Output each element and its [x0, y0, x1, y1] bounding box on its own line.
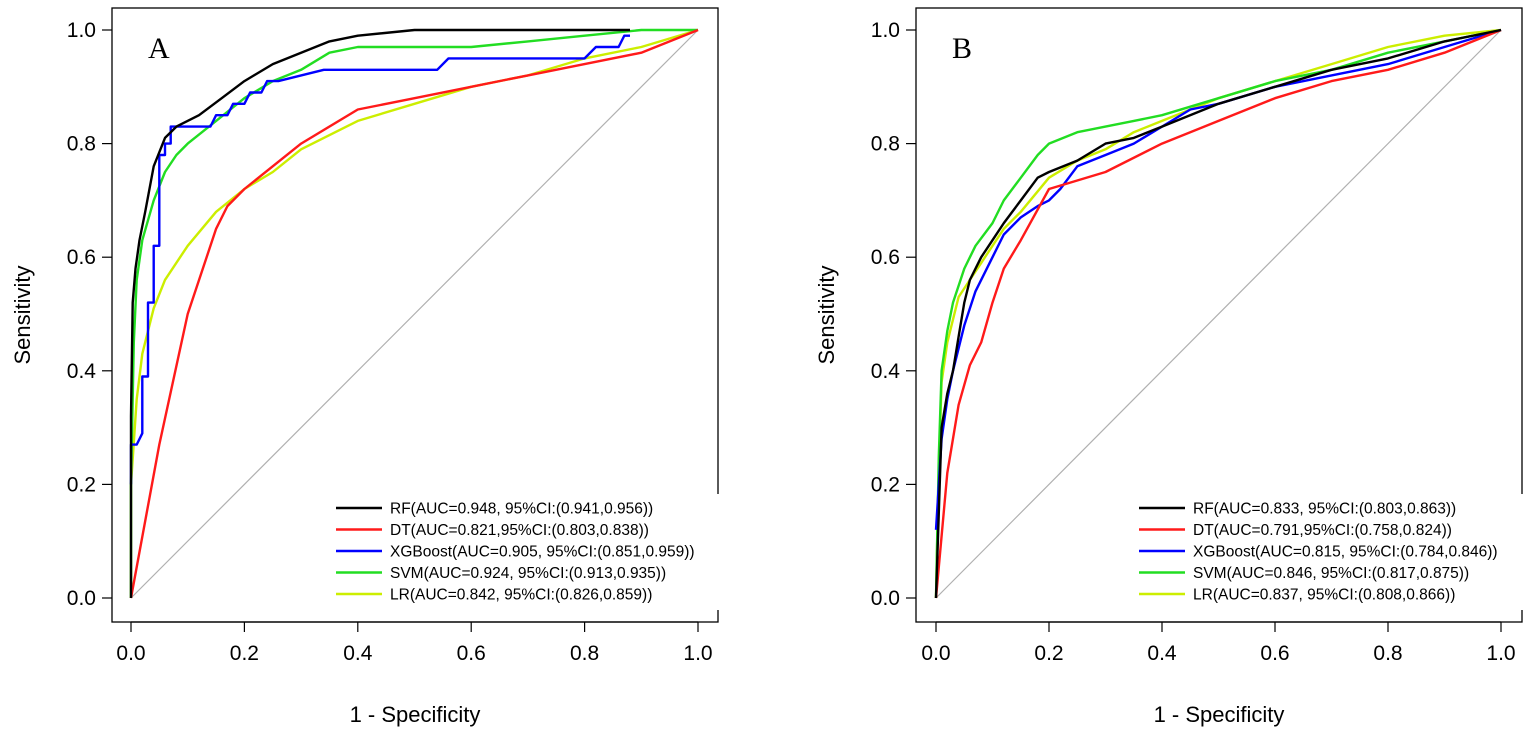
legend-entry-lr: LR(AUC=0.837, 95%CI:(0.808,0.866)) [1193, 587, 1455, 604]
x-tick-label: 0.6 [457, 642, 486, 665]
roc-curve-rf [934, 28, 1502, 599]
x-axis-title: 1 - Specificity [350, 702, 481, 727]
legend: RF(AUC=0.833, 95%CI:(0.803,0.863)) DT(AUC… [1133, 494, 1523, 610]
y-tick-label: 0.6 [67, 246, 96, 269]
y-tick-label: 0.2 [871, 473, 900, 496]
x-tick-label: 0.2 [230, 642, 259, 665]
x-tick-label: 0.8 [570, 642, 599, 665]
x-tick-label: 0.0 [116, 642, 145, 665]
legend: RF(AUC=0.948, 95%CI:(0.941,0.956)) DT(AUC… [330, 494, 720, 610]
x-axis-title: 1 - Specificity [1154, 702, 1285, 727]
x-tick-label: 1.0 [1486, 642, 1515, 665]
legend-entry-xgboost: XGBoost(AUC=0.815, 95%CI:(0.784,0.846)) [1193, 544, 1498, 561]
y-tick-label: 0.8 [871, 133, 900, 156]
legend-entry-dt: DT(AUC=0.821,95%CI:(0.803,0.838)) [390, 522, 649, 539]
y-axis-title: Sensitivity [814, 265, 839, 364]
y-tick-label: 0.4 [871, 360, 901, 383]
roc-curve-xgboost [129, 34, 630, 485]
x-tick-label: 1.0 [683, 642, 712, 665]
roc-curve-lr [934, 28, 1502, 599]
legend-entry-xgboost: XGBoost(AUC=0.905, 95%CI:(0.851,0.959)) [390, 544, 695, 561]
y-tick-label: 0.0 [67, 587, 96, 610]
y-axis-title: Sensitivity [10, 265, 35, 364]
legend-entry-svm: SVM(AUC=0.924, 95%CI:(0.913,0.935)) [390, 565, 666, 582]
x-tick-label: 0.4 [1147, 642, 1177, 665]
legend-entry-rf: RF(AUC=0.833, 95%CI:(0.803,0.863)) [1193, 501, 1456, 518]
x-tick-label: 0.0 [921, 642, 950, 665]
chance-diagonal-line [935, 29, 1502, 599]
panel-letter: A [148, 32, 170, 65]
y-tick-label: 1.0 [871, 19, 900, 42]
chance-diagonal-line [130, 29, 699, 599]
y-tick-label: 0.6 [871, 246, 900, 269]
x-tick-label: 0.6 [1260, 642, 1289, 665]
y-tick-label: 0.8 [67, 133, 96, 156]
x-tick-label: 0.8 [1373, 642, 1402, 665]
legend-entry-svm: SVM(AUC=0.846, 95%CI:(0.817,0.875)) [1193, 565, 1469, 582]
legend-entry-lr: LR(AUC=0.842, 95%CI:(0.826,0.859)) [390, 587, 652, 604]
legend-entry-dt: DT(AUC=0.791,95%CI:(0.758,0.824)) [1193, 522, 1452, 539]
legend-background [1133, 494, 1523, 610]
x-tick-label: 0.4 [343, 642, 373, 665]
legend-entry-rf: RF(AUC=0.948, 95%CI:(0.941,0.956)) [390, 501, 653, 518]
roc-panel-b: 0.0 0.2 0.4 0.6 0.8 1.0 0.0 0.2 0.4 0.6 0.8 1.0 1 - … [814, 7, 1523, 727]
y-tick-label: 1.0 [67, 19, 96, 42]
legend-background [330, 494, 720, 610]
panel-letter: B [952, 32, 972, 65]
roc-curve-svm [934, 28, 1502, 599]
x-tick-label: 0.2 [1034, 642, 1063, 665]
roc-curve-svm [129, 28, 698, 598]
roc-curve-dt [129, 28, 699, 599]
y-tick-label: 0.2 [67, 473, 96, 496]
roc-curve-rf [129, 28, 630, 598]
y-tick-label: 0.4 [67, 360, 97, 383]
roc-panel-a: 0.0 0.2 0.4 0.6 0.8 1.0 0.0 0.2 0.4 0.6 0.8 1.0 1 - … [10, 7, 720, 727]
y-tick-label: 0.0 [871, 587, 900, 610]
roc-curve-dt [934, 28, 1502, 599]
